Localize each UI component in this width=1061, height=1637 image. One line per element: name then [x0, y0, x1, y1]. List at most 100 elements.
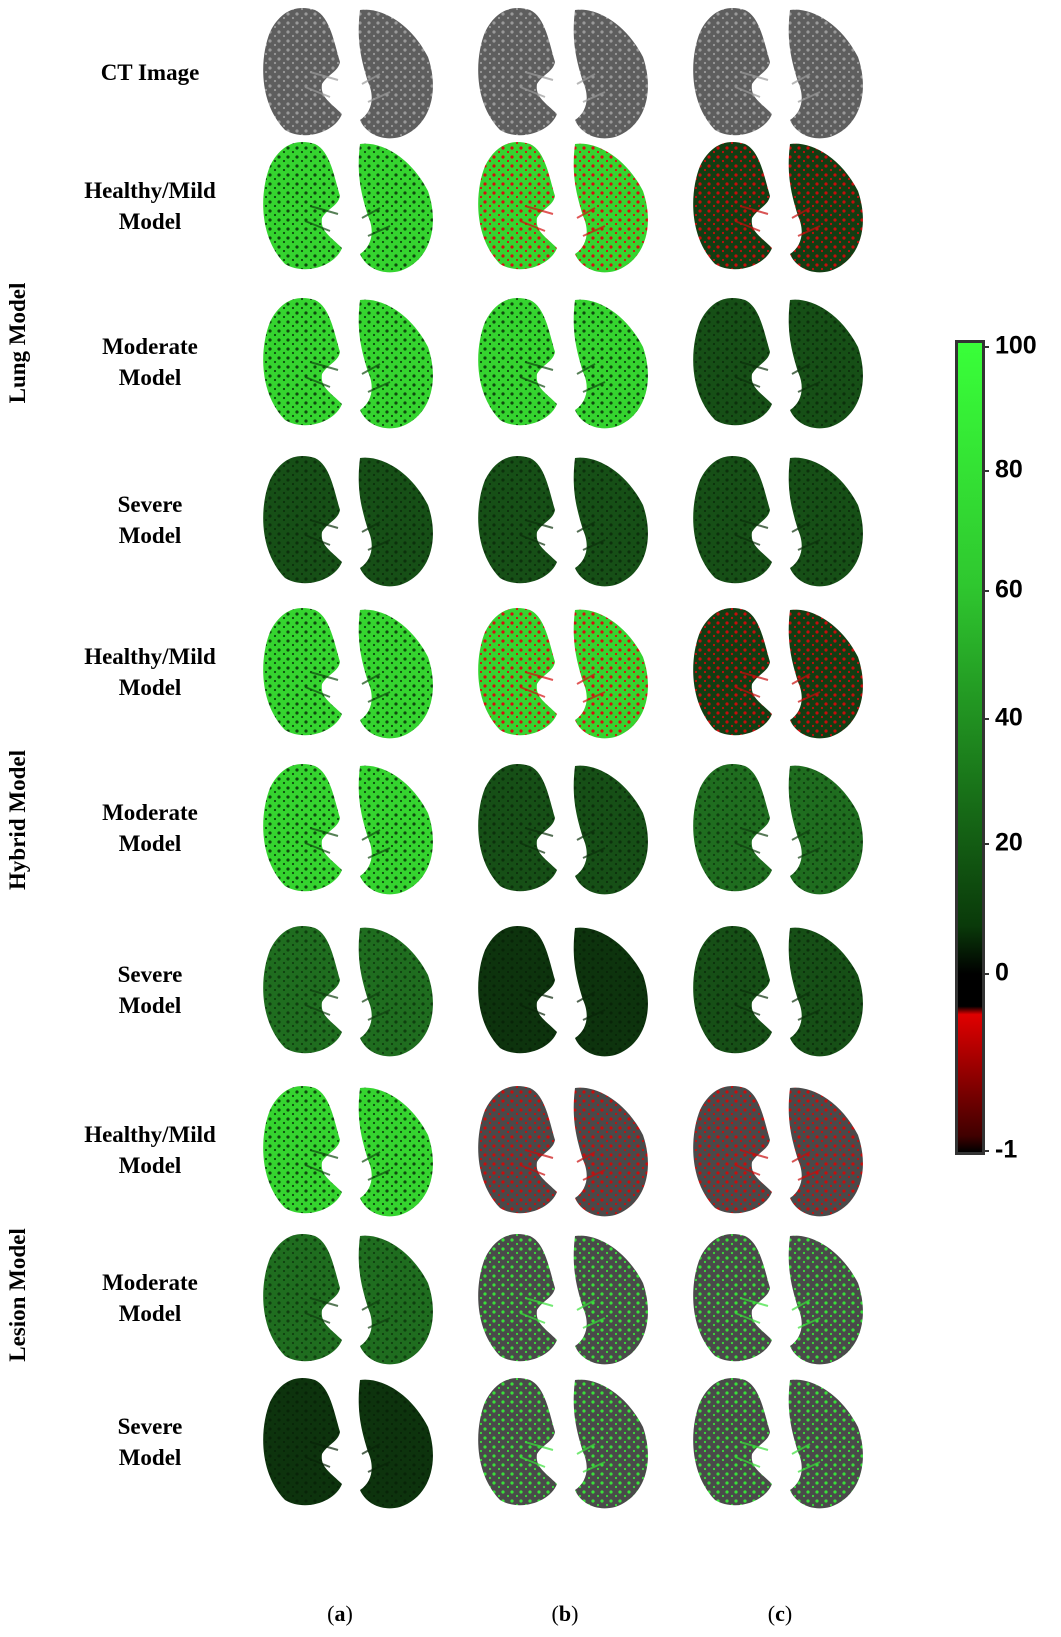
lung-image: [250, 1372, 450, 1512]
left-lung: [478, 456, 557, 584]
colorbar: [955, 340, 985, 1155]
left-lung: [478, 1234, 557, 1362]
left-lung: [263, 456, 342, 584]
left-lung: [478, 926, 557, 1054]
lung-image: [250, 1228, 450, 1368]
lung-image: [250, 136, 450, 276]
lung-image: [680, 758, 880, 898]
right-lung: [358, 299, 433, 429]
colorbar-tick-label: 40: [995, 703, 1023, 732]
lung-image: [465, 602, 665, 742]
left-lung: [693, 8, 772, 136]
left-lung: [478, 608, 557, 736]
lung-image: [250, 920, 450, 1060]
right-lung: [573, 609, 648, 739]
lung-image: [680, 292, 880, 432]
right-lung: [788, 1235, 863, 1365]
right-lung: [788, 457, 863, 587]
row-label-line2: Model: [118, 1153, 182, 1178]
row-label-line1: Moderate: [102, 1270, 198, 1295]
left-lung: [478, 142, 557, 270]
left-lung: [263, 608, 342, 736]
row-label-line2: Model: [118, 993, 182, 1018]
left-lung: [693, 764, 772, 892]
right-lung: [788, 609, 863, 739]
row-label: Severe Model: [50, 959, 250, 1021]
right-lung: [358, 927, 433, 1057]
colorbar-tick-mark: [983, 590, 989, 592]
lung-image: [250, 1080, 450, 1220]
right-lung: [358, 1235, 433, 1365]
left-lung: [263, 1234, 342, 1362]
right-lung: [788, 143, 863, 273]
left-lung: [263, 1086, 342, 1214]
colorbar-tick-mark: [983, 346, 989, 348]
left-lung: [263, 926, 342, 1054]
row-label: Moderate Model: [50, 797, 250, 859]
row-label: Healthy/Mild Model: [50, 175, 250, 237]
colorbar-tick-mark: [983, 718, 989, 720]
row-label-line1: Severe: [117, 1414, 183, 1439]
row-label-line1: Moderate: [102, 334, 198, 359]
lung-image: [680, 450, 880, 590]
group-label-lung: Lung Model: [5, 282, 30, 404]
lung-image: [465, 2, 665, 142]
right-lung: [573, 457, 648, 587]
row-label-line2: Model: [118, 675, 182, 700]
group-label-hybrid: Hybrid Model: [5, 750, 30, 890]
right-lung: [358, 1087, 433, 1217]
right-lung: [788, 299, 863, 429]
colorbar-tick-label: 60: [995, 575, 1023, 604]
lung-image: [250, 602, 450, 742]
row-label: Severe Model: [50, 489, 250, 551]
left-lung: [263, 1378, 342, 1506]
left-lung: [693, 142, 772, 270]
lung-image: [465, 1228, 665, 1368]
right-lung: [573, 1087, 648, 1217]
colorbar-tick-mark: [983, 1150, 989, 1152]
row-label-line2: Model: [118, 523, 182, 548]
colorbar-tick-mark: [983, 843, 989, 845]
lung-image: [465, 136, 665, 276]
right-lung: [358, 9, 433, 139]
left-lung: [478, 764, 557, 892]
colorbar-tick-label: -1: [995, 1135, 1018, 1164]
left-lung: [478, 8, 557, 136]
right-lung: [573, 9, 648, 139]
colorbar-tick-mark: [983, 470, 989, 472]
left-lung: [478, 1378, 557, 1506]
row-label-line2: Model: [118, 831, 182, 856]
row-label-line1: Healthy/Mild: [84, 178, 216, 203]
right-lung: [358, 765, 433, 895]
right-lung: [573, 299, 648, 429]
right-lung: [573, 1379, 648, 1509]
right-lung: [788, 9, 863, 139]
row-label-line2: Model: [118, 209, 182, 234]
lung-image: [465, 920, 665, 1060]
group-label-lesion: Lesion Model: [5, 1228, 30, 1362]
lung-image: [465, 758, 665, 898]
left-lung: [263, 142, 342, 270]
lung-image: [680, 2, 880, 142]
left-lung: [693, 298, 772, 426]
lung-image: [250, 292, 450, 432]
left-lung: [693, 1378, 772, 1506]
lung-image: [680, 602, 880, 742]
right-lung: [573, 927, 648, 1057]
column-label-b: (b): [551, 1601, 579, 1626]
lung-image: [680, 1372, 880, 1512]
colorbar-tick-label: 0: [995, 958, 1009, 987]
right-lung: [573, 765, 648, 895]
lung-image: [680, 1228, 880, 1368]
right-lung: [358, 609, 433, 739]
right-lung: [788, 927, 863, 1057]
left-lung: [693, 1086, 772, 1214]
right-lung: [573, 1235, 648, 1365]
lung-image: [250, 450, 450, 590]
left-lung: [263, 764, 342, 892]
row-label-line1: Severe: [117, 962, 183, 987]
left-lung: [263, 298, 342, 426]
lung-image: [250, 758, 450, 898]
colorbar-tick-label: 80: [995, 455, 1023, 484]
column-label-a: (a): [327, 1601, 353, 1626]
